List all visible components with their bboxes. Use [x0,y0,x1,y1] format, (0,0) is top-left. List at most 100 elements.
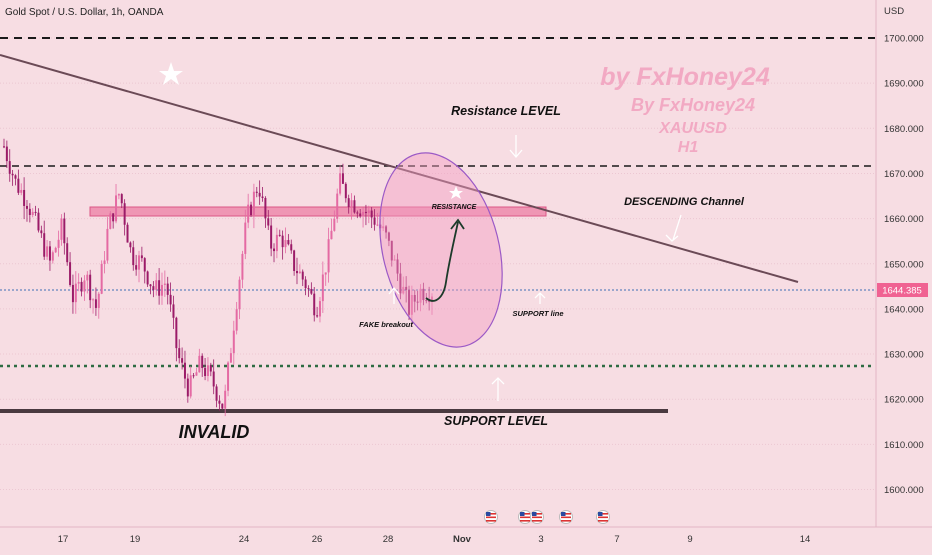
candle-body [250,204,253,216]
candle-body [353,200,356,213]
price-tick-label: 1620.000 [884,395,924,406]
candle-body [51,252,54,261]
candle-body [298,271,301,274]
candle-body [11,173,14,176]
candle-body [189,375,192,397]
candle-body [390,240,393,261]
candle-body [281,235,284,248]
candle-body [255,191,258,193]
candle-body [109,213,112,229]
candle-body [80,281,83,292]
candle-body [183,362,186,379]
candle-body [46,246,49,257]
candle-body [330,230,333,240]
candle-body [8,161,11,174]
candle-body [252,191,255,216]
candle-body [71,284,74,303]
candle-body [175,317,178,349]
candle-body [399,273,402,294]
candle-body [419,288,422,303]
candle-body [264,197,267,219]
descending-channel-label: DESCENDING Channel [624,196,745,208]
candle-body [54,247,57,253]
candle-body [149,284,152,287]
candle-body [92,299,95,301]
symbol-title[interactable]: Gold Spot / U.S. Dollar, 1h, OANDA [5,7,164,18]
candle-body [336,193,339,219]
candle-body [347,198,350,207]
candle-body [364,211,367,214]
candle-body [63,218,66,244]
candle-body [290,244,293,251]
time-axis[interactable]: 17 19 24 26 28 Nov 3 7 9 14 [0,526,932,545]
watermark-line-4: H1 [678,139,699,156]
candle-body [324,272,327,275]
candle-body [135,265,138,270]
watermark: by FxHoney24 By FxHoney24 XAUUSD H1 [600,63,770,156]
candle-body [413,295,416,302]
candle-body [40,230,43,234]
candle-body [321,274,324,302]
price-tick-label: 1680.000 [884,124,924,135]
price-axis[interactable]: USD 1600.000 1610.000 1620.000 1630.000 1640… [875,0,928,527]
candle-body [373,217,376,225]
watermark-line-1: by FxHoney24 [600,63,770,91]
candle-body [77,281,80,284]
price-candles [3,138,433,417]
price-tick-label: 1650.000 [884,259,924,270]
candle-body [370,210,373,218]
candle-body [66,243,69,263]
descending-trendline[interactable] [0,54,799,283]
candle-body [258,192,261,197]
candle-body [94,299,97,308]
candle-body [204,368,207,377]
candle-body [270,225,273,249]
candle-body [356,212,359,214]
price-tick-label: 1670.000 [884,169,924,180]
candle-body [387,232,390,241]
time-tick-label: Nov [453,534,472,545]
candle-body [17,178,20,193]
candle-body [241,253,244,280]
support-line-label: SUPPORT line [512,309,563,318]
candle-body [43,233,46,257]
candle-body [333,218,336,231]
candle-body [198,355,201,373]
candle-body [209,365,212,372]
candle-body [129,242,132,248]
candle-body [163,283,166,285]
event-flags[interactable] [484,510,610,524]
candle-body [218,400,221,404]
fake-breakout-ellipse[interactable] [361,140,521,360]
candle-body [422,288,425,301]
arrow-up-icon-support-line [534,292,546,304]
candle-body [48,246,51,261]
candle-body [344,183,347,199]
candle-body [123,203,126,225]
candle-body [402,286,405,294]
candle-body [261,196,264,198]
candle-body [57,239,60,248]
candle-body [408,289,411,315]
time-tick-labels: 17 19 24 26 28 Nov 3 7 9 14 [58,534,811,545]
candle-body [428,300,431,303]
price-tick-label: 1600.000 [884,485,924,496]
currency-label: USD [884,6,904,17]
candle-body [28,208,31,215]
candle-body [158,280,161,296]
us-flag-icon-5 [596,510,610,524]
candle-body [350,200,353,207]
time-tick-label: 14 [800,534,811,545]
resistance-zone[interactable] [89,206,547,217]
projection-arrow[interactable] [425,221,459,302]
candle-body [117,194,120,196]
star-icon [159,62,183,85]
candle-body [86,274,89,281]
candle-body [20,189,23,193]
candle-body [232,330,235,354]
candle-body [267,218,270,226]
candle-body [172,304,175,318]
resistance-level-label: Resistance LEVEL [451,104,561,118]
candle-body [3,146,5,148]
